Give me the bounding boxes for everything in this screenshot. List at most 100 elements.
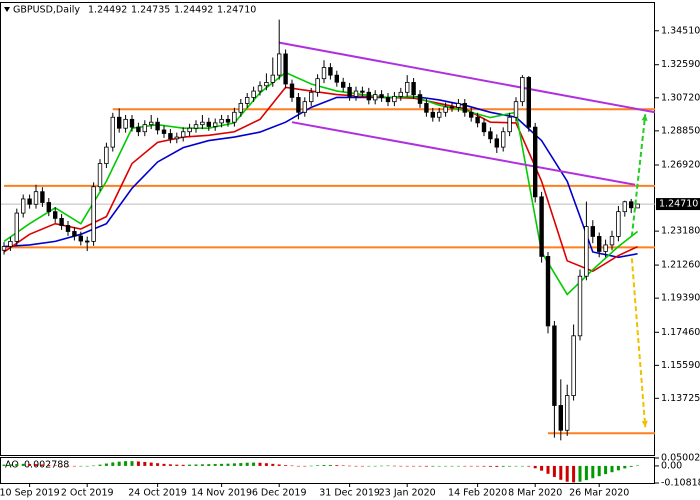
x-tick-label: 31 Dec 2019 — [319, 488, 380, 499]
candle-body — [462, 103, 467, 113]
candle-body — [161, 129, 167, 134]
channel-line — [279, 41, 656, 114]
candle-body — [449, 106, 455, 109]
candle-body — [475, 116, 480, 124]
candle-body — [481, 122, 487, 133]
candle-body — [1, 246, 7, 251]
indicator-bar — [623, 465, 627, 469]
candle-body — [225, 118, 231, 123]
y-tick-label: 1.13725 — [661, 393, 700, 404]
candle-body — [577, 275, 583, 337]
indicator-bar — [552, 465, 556, 477]
candle-body — [142, 124, 147, 133]
indicator-bar — [156, 463, 160, 466]
indicator-bar — [520, 465, 524, 467]
indicator-bar — [463, 465, 467, 467]
indicator-bar — [143, 461, 147, 466]
indicator-bar — [8, 464, 12, 466]
indicator-bar — [290, 465, 294, 467]
candle-body — [443, 106, 448, 113]
candle-body — [616, 211, 621, 237]
candle-body — [270, 74, 275, 83]
indicator-bar — [40, 464, 44, 466]
candle-body — [545, 256, 551, 327]
indicator-bar — [53, 465, 57, 466]
indicator-bar — [232, 463, 236, 466]
candle-body — [104, 146, 109, 164]
candle-body — [353, 90, 359, 97]
indicator-bar — [380, 465, 384, 467]
candle-body — [251, 90, 256, 98]
candle-body — [289, 83, 295, 98]
y-tick-label: 1.28850 — [661, 125, 700, 136]
arrow-head — [641, 114, 648, 121]
indicator-bar — [207, 464, 211, 466]
indicator-bar — [277, 464, 281, 466]
candle-body — [180, 131, 186, 138]
candle-body — [212, 122, 218, 127]
candle-body — [622, 201, 627, 213]
indicator-bar — [162, 463, 166, 466]
indicator-tick-label: 0.050021 — [661, 453, 700, 464]
indicator-bar — [559, 465, 563, 480]
indicator-bar — [2, 464, 6, 466]
y-tick-label: 1.26920 — [661, 159, 700, 170]
indicator-bar — [360, 465, 364, 467]
candle-body — [468, 111, 474, 118]
indicator-bar — [92, 465, 96, 467]
indicator-bar — [66, 465, 70, 467]
candle-body — [334, 74, 339, 83]
indicator-bar — [604, 465, 608, 475]
indicator-bar — [136, 461, 140, 466]
candle-body — [257, 85, 263, 92]
indicator-bar — [85, 465, 89, 467]
candle-body — [302, 101, 307, 113]
indicator-bar — [546, 465, 550, 474]
low-label: 1.24492 — [174, 5, 213, 16]
candle-body — [520, 77, 525, 103]
y-tick-label: 1.21260 — [661, 260, 700, 271]
indicator-bar — [188, 464, 192, 466]
candle-body — [283, 53, 288, 85]
indicator-bar — [488, 465, 492, 467]
indicator-bar — [328, 464, 332, 466]
indicator-bar — [309, 465, 313, 467]
moving-average — [3, 71, 639, 296]
x-tick-label: 26 Mar 2020 — [569, 488, 629, 499]
candle-body — [27, 198, 32, 205]
candle-body — [571, 335, 576, 396]
candle-body — [424, 103, 429, 113]
candle-body — [366, 91, 371, 101]
indicator-bar — [540, 465, 544, 471]
candle-body — [404, 82, 410, 93]
indicator-bar — [495, 465, 499, 467]
indicator-bar — [405, 465, 409, 467]
indicator-bar — [124, 461, 128, 466]
indicator-bar — [392, 465, 396, 467]
current-price-box — [656, 198, 700, 211]
indicator-bar — [424, 465, 428, 467]
candle-body — [296, 97, 301, 113]
candle-body — [488, 131, 493, 140]
candle-body — [129, 118, 135, 128]
indicator-bar — [117, 461, 121, 466]
indicator-bar — [72, 465, 76, 467]
indicator-frame — [0, 457, 655, 484]
indicator-bar — [130, 461, 134, 466]
candle-body — [340, 81, 346, 88]
indicator-bar — [34, 464, 38, 466]
x-tick-label: 23 Jan 2020 — [379, 488, 436, 499]
candle-body — [85, 240, 90, 243]
y-tick-label: 1.17460 — [661, 327, 700, 338]
candle-body — [436, 111, 442, 118]
indicator-bar — [514, 465, 518, 467]
indicator-bar — [264, 463, 268, 466]
indicator-bar — [335, 465, 339, 466]
indicator-bar — [431, 465, 435, 467]
indicator-bar — [533, 465, 537, 469]
y-tick-label: 1.23180 — [661, 226, 700, 237]
channel-line — [291, 121, 636, 186]
candle-body — [187, 127, 192, 133]
indicator-bar — [239, 463, 243, 466]
